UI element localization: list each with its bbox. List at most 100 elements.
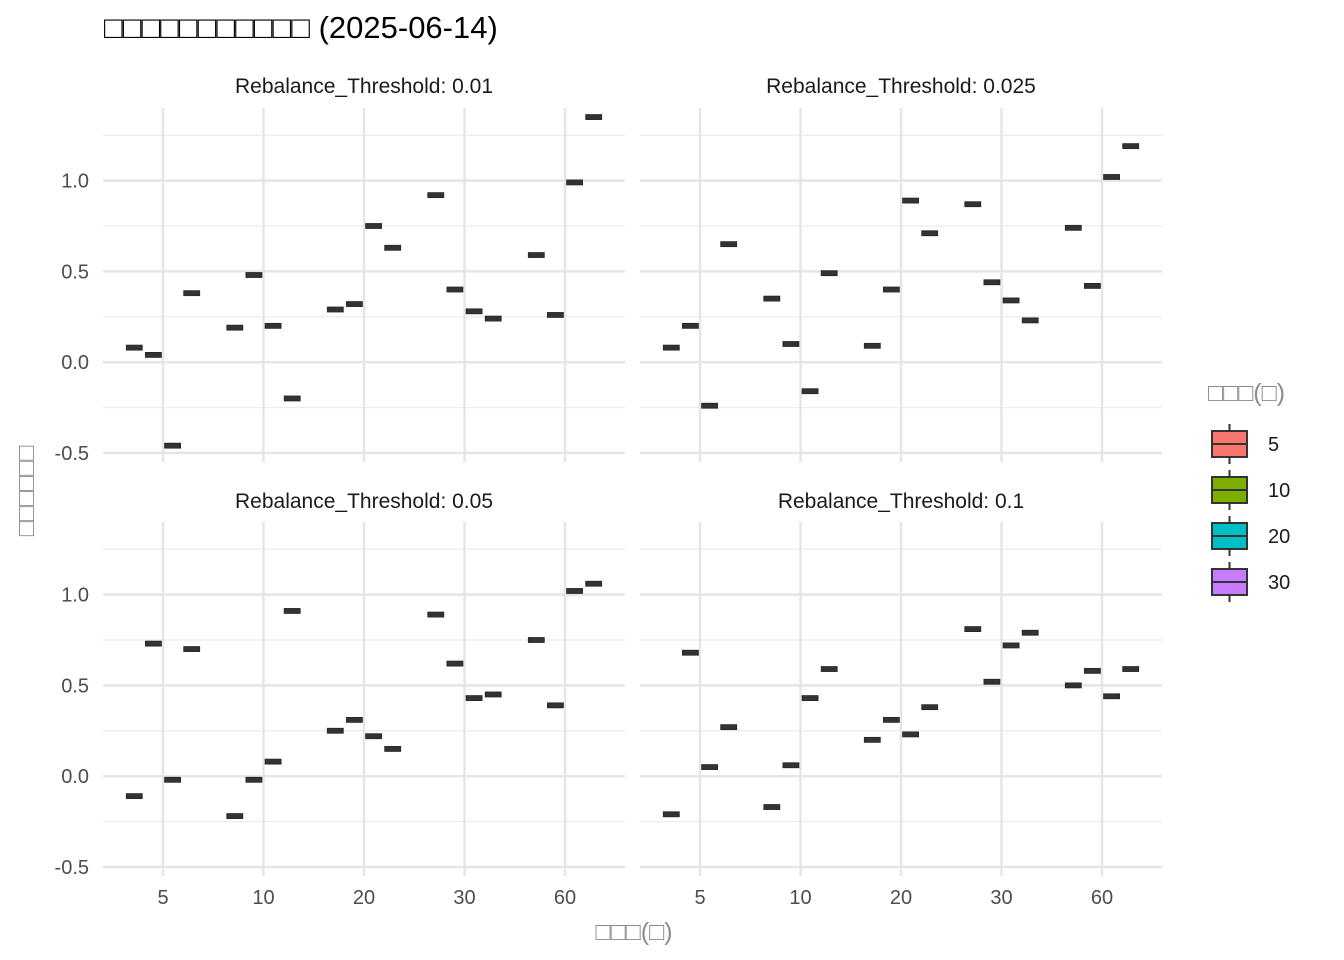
facet-panel: Rebalance_Threshold: 0.05 -0.5 0.0 0.5 1.0 5 1… bbox=[55, 490, 625, 909]
box-mark bbox=[921, 704, 939, 711]
box-mark bbox=[983, 279, 1001, 286]
box-mark bbox=[801, 695, 819, 701]
x-axis-title: □□□(□) bbox=[595, 918, 672, 946]
box-mark bbox=[1002, 642, 1020, 649]
box-mark bbox=[902, 731, 919, 738]
y-tick-label: 1.0 bbox=[61, 585, 89, 607]
box-mark bbox=[983, 678, 1001, 685]
y-tick-label: 0.5 bbox=[61, 261, 89, 283]
legend-label: 20 bbox=[1268, 526, 1290, 548]
legend-label: 10 bbox=[1268, 480, 1290, 502]
box-mark bbox=[125, 344, 143, 351]
y-tick-label: 0.0 bbox=[61, 766, 89, 788]
box-mark bbox=[465, 308, 483, 315]
x-tick-label: 10 bbox=[789, 887, 811, 909]
x-tick-label: 5 bbox=[694, 887, 705, 909]
box-mark bbox=[264, 758, 282, 765]
box-mark bbox=[446, 286, 464, 293]
box-mark bbox=[164, 776, 182, 783]
chart-title: □□□□□□□□□□□ (2025-06-14) bbox=[104, 10, 498, 45]
box-mark bbox=[701, 402, 718, 409]
legend-key: 30 bbox=[1211, 562, 1290, 602]
y-tick-label: -0.5 bbox=[55, 857, 89, 879]
box-mark bbox=[283, 395, 301, 402]
box-mark bbox=[326, 306, 344, 313]
box-mark bbox=[345, 301, 363, 307]
box-mark bbox=[326, 727, 344, 734]
box-mark bbox=[1021, 317, 1039, 324]
x-tick-label: 30 bbox=[990, 887, 1012, 909]
box-mark bbox=[427, 192, 445, 199]
legend-title: □□□(□) bbox=[1208, 379, 1285, 407]
legend: □□□(□) 5 10 20 30 bbox=[1208, 379, 1290, 602]
y-tick-label: 1.0 bbox=[61, 171, 89, 193]
y-axis-title: □□□□□□ bbox=[12, 445, 40, 537]
box-mark bbox=[883, 716, 900, 723]
y-tick-label: 0.0 bbox=[61, 352, 89, 374]
legend-key: 20 bbox=[1211, 516, 1290, 556]
box-mark bbox=[365, 223, 383, 229]
box-mark bbox=[283, 608, 301, 614]
box-mark bbox=[1122, 143, 1140, 150]
box-mark bbox=[701, 764, 718, 770]
box-mark bbox=[245, 776, 263, 783]
box-mark bbox=[527, 637, 545, 643]
box-mark bbox=[1064, 224, 1082, 231]
y-tick-label: 0.5 bbox=[61, 675, 89, 697]
box-mark bbox=[547, 312, 564, 318]
y-tick-label: -0.5 bbox=[55, 443, 89, 465]
x-tick-label: 10 bbox=[252, 887, 274, 909]
box-mark bbox=[820, 666, 838, 672]
box-mark bbox=[1064, 682, 1082, 689]
box-mark bbox=[585, 580, 603, 587]
x-tick-label: 60 bbox=[554, 887, 576, 909]
box-mark bbox=[682, 649, 699, 656]
facet-panel: Rebalance_Threshold: 0.025 bbox=[640, 75, 1162, 462]
x-tick-label: 20 bbox=[890, 887, 912, 909]
facet-strip-label: Rebalance_Threshold: 0.05 bbox=[235, 490, 493, 513]
box-mark bbox=[384, 746, 402, 752]
box-mark bbox=[820, 270, 838, 277]
box-mark bbox=[465, 695, 483, 701]
facet-panel: Rebalance_Threshold: 0.1 5 10 20 30 60 bbox=[640, 490, 1162, 909]
box-mark bbox=[763, 295, 781, 302]
legend-label: 30 bbox=[1268, 572, 1290, 594]
box-mark bbox=[1103, 174, 1120, 180]
box-mark bbox=[801, 388, 819, 395]
box-mark bbox=[1084, 283, 1101, 289]
box-mark bbox=[720, 241, 738, 248]
box-mark bbox=[964, 201, 982, 208]
box-mark bbox=[226, 813, 244, 819]
box-mark bbox=[427, 611, 445, 618]
x-tick-label: 20 bbox=[353, 887, 375, 909]
box-mark bbox=[682, 322, 699, 329]
box-mark bbox=[863, 736, 881, 743]
facet-panels: Rebalance_Threshold: 0.01-0.50.00.51.0Re… bbox=[55, 75, 1162, 909]
box-mark bbox=[921, 230, 939, 237]
box-mark bbox=[345, 716, 363, 723]
box-mark bbox=[384, 244, 402, 251]
x-tick-label: 60 bbox=[1091, 887, 1113, 909]
box-mark bbox=[264, 322, 282, 329]
box-mark bbox=[566, 588, 583, 594]
box-mark bbox=[484, 315, 502, 322]
box-mark bbox=[782, 762, 800, 769]
box-mark bbox=[365, 733, 383, 740]
box-mark bbox=[1103, 693, 1120, 700]
legend-label: 5 bbox=[1268, 434, 1279, 456]
box-mark bbox=[902, 197, 919, 204]
box-mark bbox=[1021, 629, 1039, 636]
box-mark bbox=[883, 286, 900, 293]
box-mark bbox=[164, 442, 182, 449]
box-mark bbox=[226, 324, 244, 331]
facet-strip-label: Rebalance_Threshold: 0.025 bbox=[766, 75, 1036, 98]
box-mark bbox=[662, 344, 680, 351]
box-mark bbox=[662, 811, 680, 818]
box-mark bbox=[527, 252, 545, 258]
box-mark bbox=[763, 804, 781, 810]
box-mark bbox=[782, 341, 800, 347]
box-mark bbox=[547, 702, 564, 709]
facet-strip-label: Rebalance_Threshold: 0.1 bbox=[778, 490, 1024, 513]
box-mark bbox=[144, 351, 162, 358]
